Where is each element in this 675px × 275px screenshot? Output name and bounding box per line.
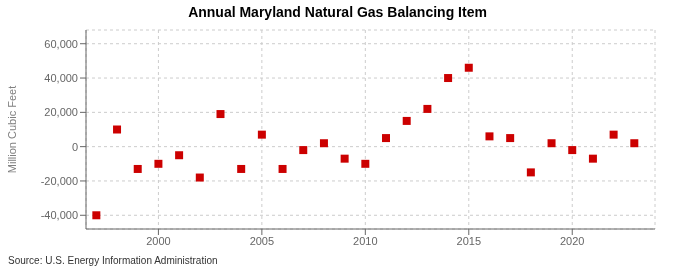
svg-text:0: 0: [72, 141, 78, 153]
svg-text:2020: 2020: [560, 235, 584, 247]
svg-text:2005: 2005: [250, 235, 274, 247]
svg-text:-20,000: -20,000: [41, 175, 78, 187]
svg-text:-40,000: -40,000: [41, 209, 78, 221]
html-text:Annual Maryland Natural Gas Ba: Annual Maryland Natural Gas Balancing It…: [188, 4, 487, 20]
svg-text:60,000: 60,000: [44, 38, 78, 50]
svg-text:2015: 2015: [457, 235, 481, 247]
svg-text:20,000: 20,000: [44, 106, 78, 118]
svg-text:Million Cubic Feet: Million Cubic Feet: [8, 86, 18, 173]
html-text:Source: U.S. Energy Informatio: Source: U.S. Energy Information Administ…: [8, 255, 218, 266]
svg-text:2010: 2010: [353, 235, 377, 247]
svg-text:40,000: 40,000: [44, 72, 78, 84]
svg-text:2000: 2000: [146, 235, 170, 247]
